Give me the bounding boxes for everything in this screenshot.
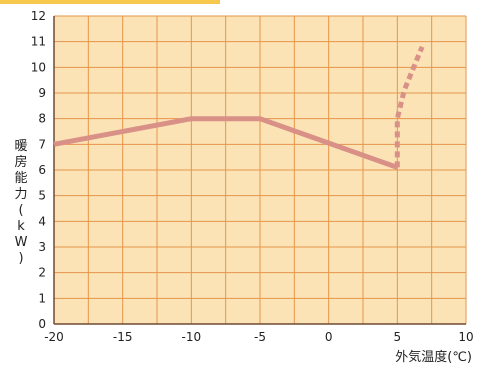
y-tick-label: 0 — [38, 317, 46, 331]
y-tick-label: 10 — [31, 60, 46, 74]
y-axis-label: 暖房能力(k W) — [14, 139, 27, 266]
x-tick-label: -20 — [44, 330, 64, 344]
x-tick-label: -5 — [254, 330, 266, 344]
y-tick-label: 6 — [38, 163, 46, 177]
x-axis-label: 外気温度(℃) — [395, 349, 472, 365]
x-tick-label: -10 — [182, 330, 202, 344]
y-tick-label: 11 — [31, 35, 46, 49]
y-axis-label-char: W — [15, 235, 28, 250]
x-tick-label: 5 — [394, 330, 402, 344]
y-axis-label-char: 力 — [14, 187, 27, 202]
axes — [53, 16, 466, 325]
y-tick-label: 1 — [38, 291, 46, 305]
x-tick-label: 0 — [325, 330, 333, 344]
y-axis-label-char: ( — [18, 203, 23, 218]
y-axis-label-char: 暖 — [14, 139, 27, 154]
x-tick-label: 10 — [458, 330, 473, 344]
y-axis-label-char: ) — [18, 251, 23, 266]
y-tick-label: 7 — [38, 137, 46, 151]
y-tick-label: 5 — [38, 189, 46, 203]
y-tick-label: 3 — [38, 240, 46, 254]
series-lines — [53, 45, 425, 170]
y-tick-label: 8 — [38, 112, 46, 126]
y-tick-label: 2 — [38, 266, 46, 280]
y-axis-label-char: k — [17, 219, 25, 234]
dashed-series-line — [394, 45, 425, 168]
top-band — [0, 0, 220, 4]
y-axis-label-char: 房 — [14, 154, 27, 170]
grid — [53, 15, 467, 325]
x-tick-label: -15 — [113, 330, 133, 344]
x-tick-labels: -20 -15 -10 -5 0 5 10 — [44, 330, 473, 344]
y-axis-label-char: 能 — [14, 171, 27, 186]
y-tick-label: 9 — [38, 86, 46, 100]
solid-series-line — [53, 116, 399, 170]
y-tick-label: 12 — [31, 9, 46, 23]
y-tick-label: 4 — [38, 214, 46, 228]
